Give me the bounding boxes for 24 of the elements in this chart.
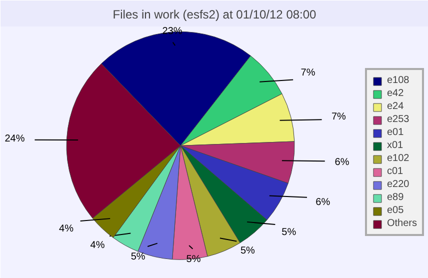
legend-label: e102 [386,153,410,164]
legend-label: e253 [386,114,410,125]
chart-title: Files in work (esfs2) at 01/10/12 08:00 [112,8,317,22]
data-label: 24% [4,134,25,145]
data-label: 5% [130,252,146,262]
data-label: 7% [331,111,346,122]
data-label: 4% [90,240,105,252]
legend-label: e24 [386,101,405,112]
legend-label: e89 [386,192,405,203]
legend-label: e01 [386,127,405,138]
data-label: 7% [300,67,316,78]
data-label: 5% [282,227,296,238]
data-label: 4% [59,223,74,234]
legend-label: e05 [386,205,405,216]
data-label: 6% [334,157,350,168]
data-label: 6% [316,197,330,208]
legend-label: e220 [386,179,410,190]
legend-label: x01 [386,140,404,151]
legend-label: c01 [386,166,404,177]
data-label: 23% [162,26,182,38]
data-label: 5% [240,246,256,257]
legend-label: Others [386,218,417,229]
legend-label: e42 [386,88,405,99]
legend-label: e108 [386,75,410,86]
